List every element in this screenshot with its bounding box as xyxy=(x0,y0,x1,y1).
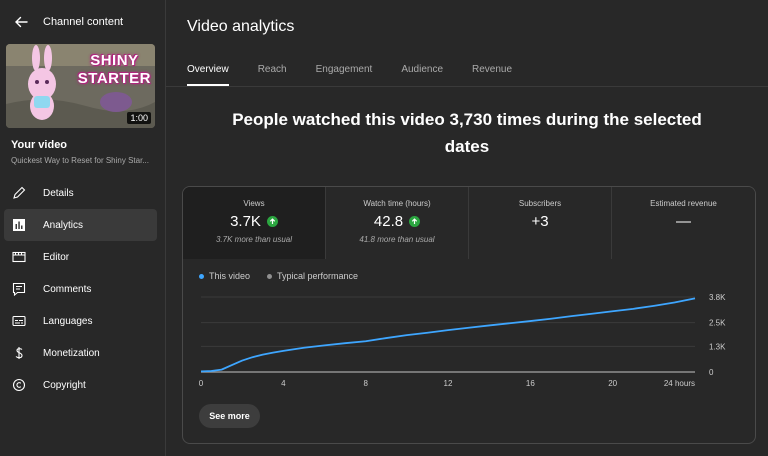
metric-subscribers[interactable]: Subscribers +3 xyxy=(469,187,612,259)
y-tick-label: 1.3K xyxy=(709,342,726,351)
sidebar-item-label: Comments xyxy=(43,283,92,295)
sidebar: Channel content SHINY STARTER 1:00 xyxy=(0,0,166,456)
metric-value-text: 42.8 xyxy=(373,213,404,230)
legend-label: This video xyxy=(209,271,251,281)
subtitles-icon xyxy=(12,314,26,328)
tab-overview[interactable]: Overview xyxy=(187,56,229,86)
legend-dot-this-video xyxy=(199,273,204,279)
metric-value-text: 3.7K xyxy=(230,213,261,230)
x-tick-label: 0 xyxy=(199,379,204,388)
sidebar-item-label: Editor xyxy=(43,251,70,263)
sidebar-item-comments[interactable]: Comments xyxy=(4,273,157,305)
sidebar-title: Channel content xyxy=(43,16,124,28)
thumbnail-caption-line1: SHINY xyxy=(90,52,139,69)
sidebar-item-editor[interactable]: Editor xyxy=(4,241,157,273)
chart-legend: This video Typical performance xyxy=(199,271,375,281)
legend-label: Typical performance xyxy=(277,271,359,281)
sidebar-item-copyright[interactable]: Copyright xyxy=(4,369,157,401)
legend-item-this-video[interactable]: This video xyxy=(199,271,250,281)
x-tick-label: 8 xyxy=(363,379,368,388)
metric-note: 3.7K more than usual xyxy=(215,235,293,244)
tab-revenue[interactable]: Revenue xyxy=(472,64,513,75)
metric-note: 41.8 more than usual xyxy=(359,235,435,244)
sidebar-item-label: Monetization xyxy=(43,347,100,359)
sidebar-item-label: Details xyxy=(43,187,74,199)
arrow-back-icon xyxy=(15,16,28,28)
x-tick-label: 12 xyxy=(444,379,453,388)
pencil-icon xyxy=(12,186,26,200)
video-title[interactable]: Quickest Way to Reset for Shiny Star... xyxy=(11,156,149,165)
metric-views[interactable]: Views 3.7K 3.7K more than usual xyxy=(183,187,326,259)
metric-label: Estimated revenue xyxy=(650,199,717,208)
sidebar-item-monetization[interactable]: Monetization xyxy=(4,337,157,369)
x-tick-label: 16 xyxy=(526,379,535,388)
tab-engagement[interactable]: Engagement xyxy=(315,64,373,75)
y-tick-label: 2.5K xyxy=(709,319,726,328)
dollar-icon xyxy=(12,346,26,360)
x-tick-label: 24 hours xyxy=(664,379,695,388)
thumbnail-caption: SHINY STARTER xyxy=(78,52,151,88)
thumbnail-caption-line2: STARTER xyxy=(77,70,151,87)
sidebar-item-label: Copyright xyxy=(43,379,86,391)
sidebar-item-label: Languages xyxy=(43,315,93,327)
analytics-tabs: Overview Reach Engagement Audience Reven… xyxy=(187,56,541,86)
arrow-up-icon xyxy=(266,216,278,227)
metric-watch-time[interactable]: Watch time (hours) 42.8 41.8 more than u… xyxy=(326,187,469,259)
metric-value-text: — xyxy=(676,213,691,230)
metric-estimated-revenue[interactable]: Estimated revenue — xyxy=(612,187,755,259)
copyright-icon xyxy=(12,378,26,392)
metric-value: 3.7K xyxy=(183,213,325,230)
sidebar-header: Channel content xyxy=(0,0,165,44)
page-title: Video analytics xyxy=(187,18,295,35)
sidebar-item-analytics[interactable]: Analytics xyxy=(4,209,157,241)
metric-value: 42.8 xyxy=(326,213,468,230)
x-tick-label: 4 xyxy=(281,379,286,388)
metric-value-text: +3 xyxy=(531,213,549,230)
overview-card: Views 3.7K 3.7K more than usual Watch ti… xyxy=(182,186,756,444)
metric-label: Subscribers xyxy=(518,199,562,208)
legend-dot-typical xyxy=(267,273,273,279)
back-button[interactable] xyxy=(12,13,30,31)
headline: People watched this video 3,730 times du… xyxy=(232,110,702,156)
metric-tabs: Views 3.7K 3.7K more than usual Watch ti… xyxy=(183,187,755,259)
sidebar-item-languages[interactable]: Languages xyxy=(4,305,157,337)
metric-value: — xyxy=(612,213,755,230)
x-tick-label: 20 xyxy=(608,379,617,388)
comment-icon xyxy=(12,282,26,296)
series-line-this-video xyxy=(200,297,696,373)
sidebar-nav: Details Analytics Editor Comments Langua… xyxy=(4,177,157,401)
tabs-divider xyxy=(166,86,768,87)
arrow-up-icon xyxy=(409,216,421,227)
thumbnail-art-icon xyxy=(6,44,155,128)
video-duration: 1:00 xyxy=(127,112,151,124)
metric-label: Views xyxy=(243,199,265,208)
legend-item-typical[interactable]: Typical performance xyxy=(267,271,358,281)
your-video-label: Your video xyxy=(11,139,68,151)
metric-value: +3 xyxy=(469,213,611,230)
tab-audience[interactable]: Audience xyxy=(401,64,444,75)
sidebar-item-label: Analytics xyxy=(43,219,84,231)
views-chart: 0 1.3K 2.5K 3.8K 0 4 8 12 16 20 24 hours xyxy=(199,293,726,388)
tab-reach[interactable]: Reach xyxy=(257,64,287,75)
metric-label: Watch time (hours) xyxy=(363,199,431,208)
see-more-button[interactable]: See more xyxy=(199,404,260,428)
analytics-icon xyxy=(12,218,26,232)
y-tick-label: 0 xyxy=(709,368,714,377)
main-content: Video analytics Overview Reach Engagemen… xyxy=(166,0,768,456)
film-icon xyxy=(12,250,26,264)
y-tick-label: 3.8K xyxy=(709,293,726,302)
sidebar-item-details[interactable]: Details xyxy=(4,177,157,209)
video-thumbnail[interactable]: SHINY STARTER 1:00 xyxy=(6,44,155,128)
